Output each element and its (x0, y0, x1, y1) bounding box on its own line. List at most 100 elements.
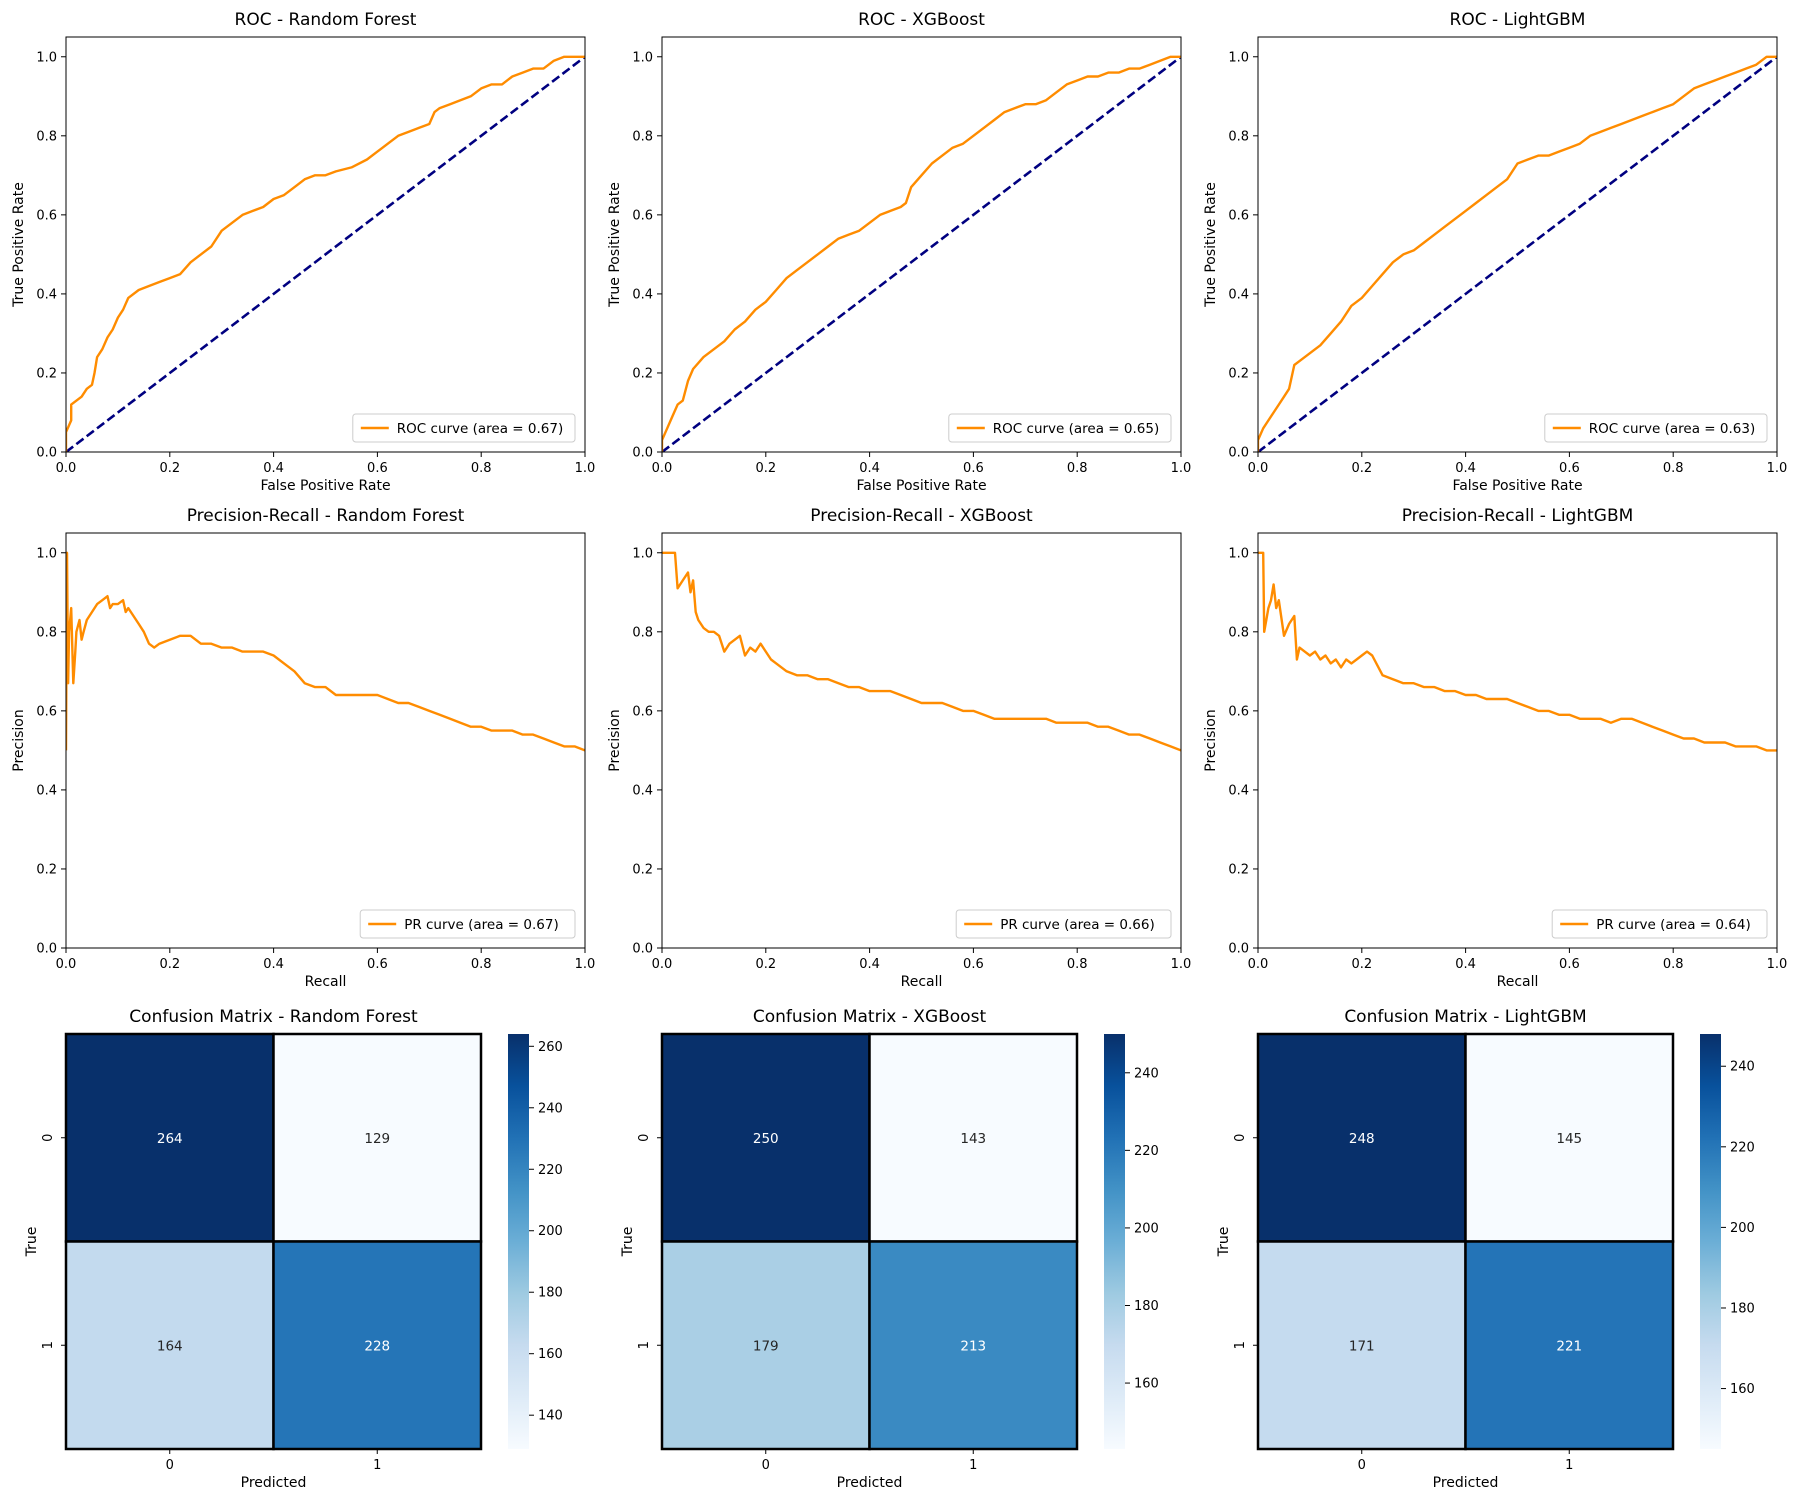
chart-title: ROC - Random Forest (235, 10, 417, 30)
x-tick-label: 0.0 (1248, 461, 1269, 476)
cell-value: 250 (753, 1131, 779, 1147)
y-tick-label: 1 (41, 1341, 56, 1349)
chart-panel: ROC - XGBoost 0.0 0.2 0.4 0.6 0.8 1.0 0.0 0.2 0.4… (607, 10, 1191, 494)
y-tick-label: 0.6 (36, 704, 57, 719)
y-tick-label: 0.0 (1228, 942, 1249, 957)
y-tick-label: 1.0 (1228, 50, 1249, 65)
colorbar (508, 1034, 529, 1449)
y-tick-label: 0.2 (632, 862, 653, 877)
plot-frame (65, 36, 586, 453)
colorbar-tick-label: 200 (538, 1224, 563, 1239)
cell-value: 171 (1349, 1338, 1375, 1354)
legend-label: ROC curve (area = 0.67) (397, 421, 563, 437)
y-tick-label: 0.8 (1228, 129, 1249, 144)
y-tick-label: 0.0 (36, 446, 57, 461)
legend-label: ROC curve (area = 0.65) (993, 421, 1159, 437)
chance-diagonal (1258, 55, 1777, 452)
series-line (66, 55, 585, 452)
x-axis-label: Predicted (241, 1475, 307, 1491)
legend-box (359, 909, 576, 939)
x-tick-label: 0.4 (1455, 957, 1476, 972)
x-tick-label: 0.4 (263, 461, 284, 476)
cell-value: 143 (960, 1131, 986, 1147)
legend-box (1544, 413, 1768, 443)
plot-frame (65, 532, 586, 949)
x-tick-label: 0.2 (159, 461, 180, 476)
x-tick-label: 0.6 (1559, 957, 1580, 972)
x-axis-label: Predicted (837, 1475, 903, 1491)
colorbar-tick-label: 180 (538, 1286, 563, 1301)
x-tick-label: 0.4 (859, 957, 880, 972)
plot-frame (661, 36, 1182, 453)
legend-label: PR curve (area = 0.67) (404, 917, 559, 933)
y-tick-label: 0.0 (632, 942, 653, 957)
cell-value: 129 (364, 1131, 390, 1147)
cell-value: 248 (1349, 1131, 1375, 1147)
x-tick-label: 0.0 (56, 461, 77, 476)
y-tick-label: 1.0 (632, 546, 653, 561)
x-axis-label: False Positive Rate (1452, 478, 1582, 494)
x-axis-label: Recall (305, 974, 347, 990)
y-tick-label: 1 (1233, 1341, 1248, 1349)
x-tick-label: 0.6 (963, 461, 984, 476)
y-tick-label: 0.4 (1228, 287, 1249, 302)
x-tick-label: 0.6 (367, 957, 388, 972)
x-tick-label: 0.2 (755, 461, 776, 476)
colorbar-tick-label: 160 (1134, 1377, 1159, 1392)
legend: ROC curve (area = 0.63) (1544, 413, 1768, 443)
colorbar-tick-label: 220 (1134, 1144, 1159, 1159)
y-tick-label: 0.0 (632, 446, 653, 461)
x-tick-label: 0.6 (367, 461, 388, 476)
x-tick-label: 1 (1565, 1458, 1573, 1473)
plot-frame (1257, 36, 1778, 453)
cell-value: 221 (1556, 1338, 1582, 1354)
legend-label: ROC curve (area = 0.63) (1589, 421, 1755, 437)
x-tick-label: 0.0 (652, 461, 673, 476)
heatmap-cell (660, 1032, 871, 1243)
y-tick-label: 0.2 (36, 366, 57, 381)
cell-value: 164 (157, 1338, 183, 1354)
y-tick-label: 0.4 (36, 287, 57, 302)
x-tick-label: 0.2 (159, 957, 180, 972)
y-axis-label: Precision (1203, 709, 1219, 771)
y-tick-label: 1.0 (36, 50, 57, 65)
x-tick-label: 0.4 (859, 461, 880, 476)
cell-value: 228 (364, 1338, 390, 1354)
y-axis-label: Precision (11, 709, 27, 771)
x-tick-label: 0.8 (1067, 957, 1088, 972)
x-axis-label: False Positive Rate (856, 478, 986, 494)
y-tick-label: 0.4 (36, 783, 57, 798)
y-tick-label: 0.6 (1228, 208, 1249, 223)
y-axis-label: True Positive Rate (1203, 182, 1219, 308)
y-axis-label: True Positive Rate (607, 182, 623, 308)
y-tick-label: 1 (637, 1341, 652, 1349)
chart-panel: Precision-Recall - Random Forest 0.0 0.2 0.… (11, 506, 595, 990)
chart-title: Precision-Recall - Random Forest (187, 506, 465, 526)
x-tick-label: 0 (166, 1458, 174, 1473)
y-tick-label: 0 (1233, 1134, 1248, 1142)
chart-panel: ROC - LightGBM 0.0 0.2 0.4 0.6 0.8 1.0 0.0 0.2 0.… (1203, 10, 1787, 494)
x-tick-label: 0.8 (1067, 461, 1088, 476)
x-tick-label: 0 (762, 1458, 770, 1473)
x-tick-label: 1.0 (1767, 461, 1788, 476)
cell-value: 213 (960, 1338, 986, 1354)
legend: ROC curve (area = 0.65) (948, 413, 1172, 443)
colorbar-tick-label: 220 (1730, 1140, 1755, 1155)
series-line (662, 55, 1181, 452)
x-axis-label: Recall (1497, 974, 1539, 990)
chart-panel: Precision-Recall - LightGBM 0.0 0.2 0.4 0.6 0… (1203, 506, 1787, 990)
cell-value: 179 (753, 1338, 779, 1354)
y-tick-label: 0.4 (632, 783, 653, 798)
legend-box (948, 413, 1172, 443)
y-tick-label: 0.4 (632, 287, 653, 302)
plot-frame (1257, 532, 1778, 949)
y-tick-label: 1.0 (632, 50, 653, 65)
heatmap-panel: Confusion Matrix - XGBoost 250 143 179 213 0 1… (620, 1007, 1159, 1491)
series-line (66, 551, 585, 752)
x-tick-label: 0.8 (1663, 957, 1684, 972)
colorbar-tick-label: 180 (1134, 1299, 1159, 1314)
colorbar-tick-label: 260 (538, 1040, 563, 1055)
y-tick-label: 0.8 (1228, 625, 1249, 640)
series-line (1258, 55, 1777, 452)
